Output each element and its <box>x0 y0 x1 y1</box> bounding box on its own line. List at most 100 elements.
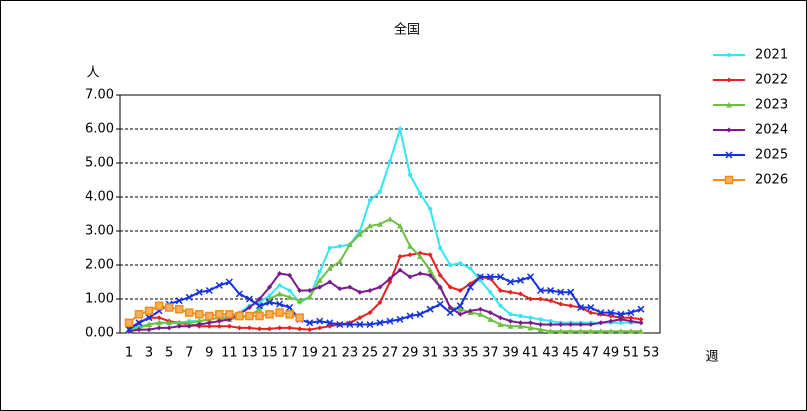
marker <box>528 320 534 326</box>
series-line <box>128 268 642 333</box>
marker <box>296 297 303 304</box>
marker <box>538 322 544 327</box>
marker <box>637 328 644 334</box>
marker <box>407 274 413 280</box>
x-tick-label: 3 <box>145 346 153 361</box>
marker <box>336 320 344 329</box>
marker <box>386 317 394 325</box>
marker <box>275 308 284 317</box>
marker <box>548 319 553 324</box>
marker <box>477 306 483 312</box>
marker <box>276 300 284 308</box>
marker <box>255 302 264 310</box>
marker <box>628 315 634 321</box>
marker <box>307 288 313 293</box>
marker <box>568 303 574 309</box>
y-tick-label: 2.00 <box>85 258 114 273</box>
marker <box>156 325 162 331</box>
marker <box>578 322 584 327</box>
series-line <box>128 217 641 333</box>
marker <box>588 322 594 327</box>
marker <box>337 244 342 249</box>
marker <box>598 320 604 326</box>
legend-marker <box>725 151 733 159</box>
marker <box>255 311 264 321</box>
marker <box>156 319 163 326</box>
marker <box>496 273 504 281</box>
marker <box>287 272 293 278</box>
marker <box>428 206 433 211</box>
marker <box>548 322 554 327</box>
x-tick-label: 31 <box>422 346 439 361</box>
marker <box>377 189 382 194</box>
marker <box>145 314 153 322</box>
marker <box>487 310 493 316</box>
marker <box>446 309 454 317</box>
y-tick-label: 4.00 <box>85 190 114 205</box>
marker <box>457 288 463 293</box>
marker <box>416 310 424 318</box>
marker <box>134 310 144 319</box>
x-tick-label: 41 <box>522 346 539 361</box>
marker <box>225 310 234 319</box>
marker <box>587 303 595 312</box>
x-axis-label: 週 <box>705 350 718 365</box>
marker <box>316 277 323 283</box>
marker <box>438 246 443 250</box>
marker <box>166 325 172 331</box>
marker <box>186 323 192 329</box>
marker <box>357 229 362 233</box>
legend-label: 2022 <box>755 73 788 88</box>
marker <box>326 319 334 327</box>
marker <box>497 288 503 293</box>
x-tick-label: 25 <box>362 346 379 361</box>
marker <box>276 290 283 297</box>
marker <box>618 320 623 325</box>
x-tick-label: 37 <box>482 346 499 361</box>
marker <box>287 288 292 293</box>
x-tick-label: 45 <box>562 346 579 361</box>
marker <box>357 315 363 321</box>
marker <box>518 314 523 318</box>
marker <box>548 298 554 304</box>
y-tick-label: 3.00 <box>85 224 114 239</box>
marker <box>267 293 272 298</box>
marker <box>195 288 203 296</box>
marker <box>518 320 523 326</box>
marker <box>436 300 444 308</box>
marker <box>356 320 364 329</box>
marker <box>135 319 143 327</box>
marker <box>174 304 184 314</box>
marker <box>206 323 212 329</box>
marker <box>186 319 193 326</box>
marker <box>527 273 535 281</box>
marker <box>468 266 473 271</box>
marker <box>427 252 433 258</box>
marker <box>448 263 453 267</box>
marker <box>506 278 514 286</box>
marker <box>205 286 213 295</box>
marker <box>408 172 413 177</box>
marker <box>366 320 374 329</box>
marker <box>236 325 242 331</box>
marker <box>447 305 453 310</box>
marker <box>418 191 423 196</box>
legend-marker <box>726 77 732 83</box>
marker <box>538 296 544 302</box>
marker <box>357 289 363 295</box>
marker <box>637 305 645 313</box>
x-tick-label: 23 <box>342 346 359 361</box>
marker <box>257 300 262 305</box>
marker <box>307 327 313 333</box>
series-line <box>128 252 642 331</box>
marker <box>176 319 183 326</box>
legend-label: 2024 <box>755 123 788 138</box>
legend-label: 2021 <box>755 48 788 63</box>
marker <box>196 318 203 324</box>
marker <box>527 324 534 331</box>
marker <box>225 278 233 286</box>
marker <box>437 272 443 278</box>
marker <box>267 284 273 290</box>
marker <box>285 310 294 319</box>
